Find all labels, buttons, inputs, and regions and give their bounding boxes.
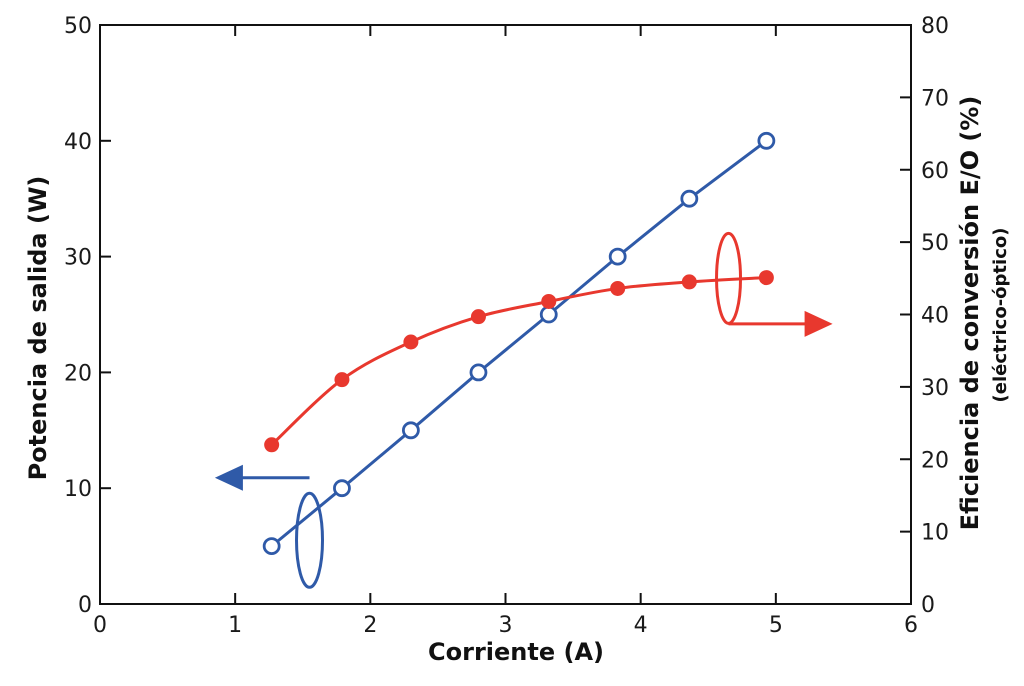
- y-left-axis-title: Potencia de salida (W): [24, 176, 52, 481]
- data-point-1: [758, 270, 774, 286]
- y-right-tick-label: 40: [921, 304, 949, 329]
- series-layer: [262, 131, 776, 555]
- y-right-tick-label: 50: [921, 231, 949, 256]
- series-loop-left: [295, 491, 325, 589]
- data-point-1: [334, 372, 350, 388]
- y-right-axis-title: Eficiencia de conversión E/O (%): [956, 96, 984, 531]
- x-tick-label: 3: [499, 613, 513, 638]
- y-right-tick-label: 80: [921, 14, 949, 39]
- y-right-tick-label: 70: [921, 86, 949, 111]
- data-point-1: [264, 437, 280, 453]
- arrow-left-icon: [214, 464, 243, 491]
- data-point-0: [401, 421, 420, 440]
- x-tick-label: 5: [769, 613, 783, 638]
- data-point-1: [541, 293, 557, 309]
- y-right-tick-label: 10: [921, 521, 949, 546]
- y-right-tick-label: 0: [921, 593, 935, 618]
- y-left-tick-label: 20: [64, 361, 92, 386]
- x-axis-title: Corriente (A): [428, 638, 604, 666]
- plot-frame: [99, 24, 912, 605]
- y-right-tick-label: 60: [921, 159, 949, 184]
- axis-ticks: [99, 24, 912, 605]
- y-left-tick-label: 40: [64, 130, 92, 155]
- series-line-1: [270, 276, 767, 446]
- y-right-axis-subtitle: (eléctrico-óptico): [990, 228, 1011, 403]
- data-point-1: [681, 274, 697, 290]
- data-point-1: [403, 334, 419, 350]
- data-point-0: [333, 479, 351, 498]
- x-tick-label: 2: [363, 613, 377, 638]
- x-tick-label: 0: [93, 613, 107, 638]
- y-right-tick-label: 30: [921, 376, 949, 401]
- x-tick-label: 1: [228, 613, 242, 638]
- x-tick-label: 4: [634, 613, 648, 638]
- x-tick-label: 6: [904, 613, 918, 638]
- data-point-1: [610, 280, 626, 296]
- y-left-tick-label: 30: [64, 246, 92, 271]
- data-point-0: [757, 131, 776, 150]
- data-point-0: [608, 247, 627, 266]
- y-left-tick-label: 10: [64, 477, 92, 502]
- series-line-0: [270, 139, 768, 548]
- data-point-1: [470, 309, 486, 325]
- y-left-tick-label: 50: [64, 14, 92, 39]
- data-point-0: [680, 189, 699, 208]
- data-point-0: [539, 305, 558, 324]
- annotation-layer: [214, 231, 833, 589]
- data-point-0: [469, 363, 488, 382]
- arrow-right-icon: [804, 310, 833, 337]
- y-left-tick-label: 0: [78, 593, 92, 618]
- y-right-tick-label: 20: [921, 448, 949, 473]
- data-point-0: [262, 537, 281, 555]
